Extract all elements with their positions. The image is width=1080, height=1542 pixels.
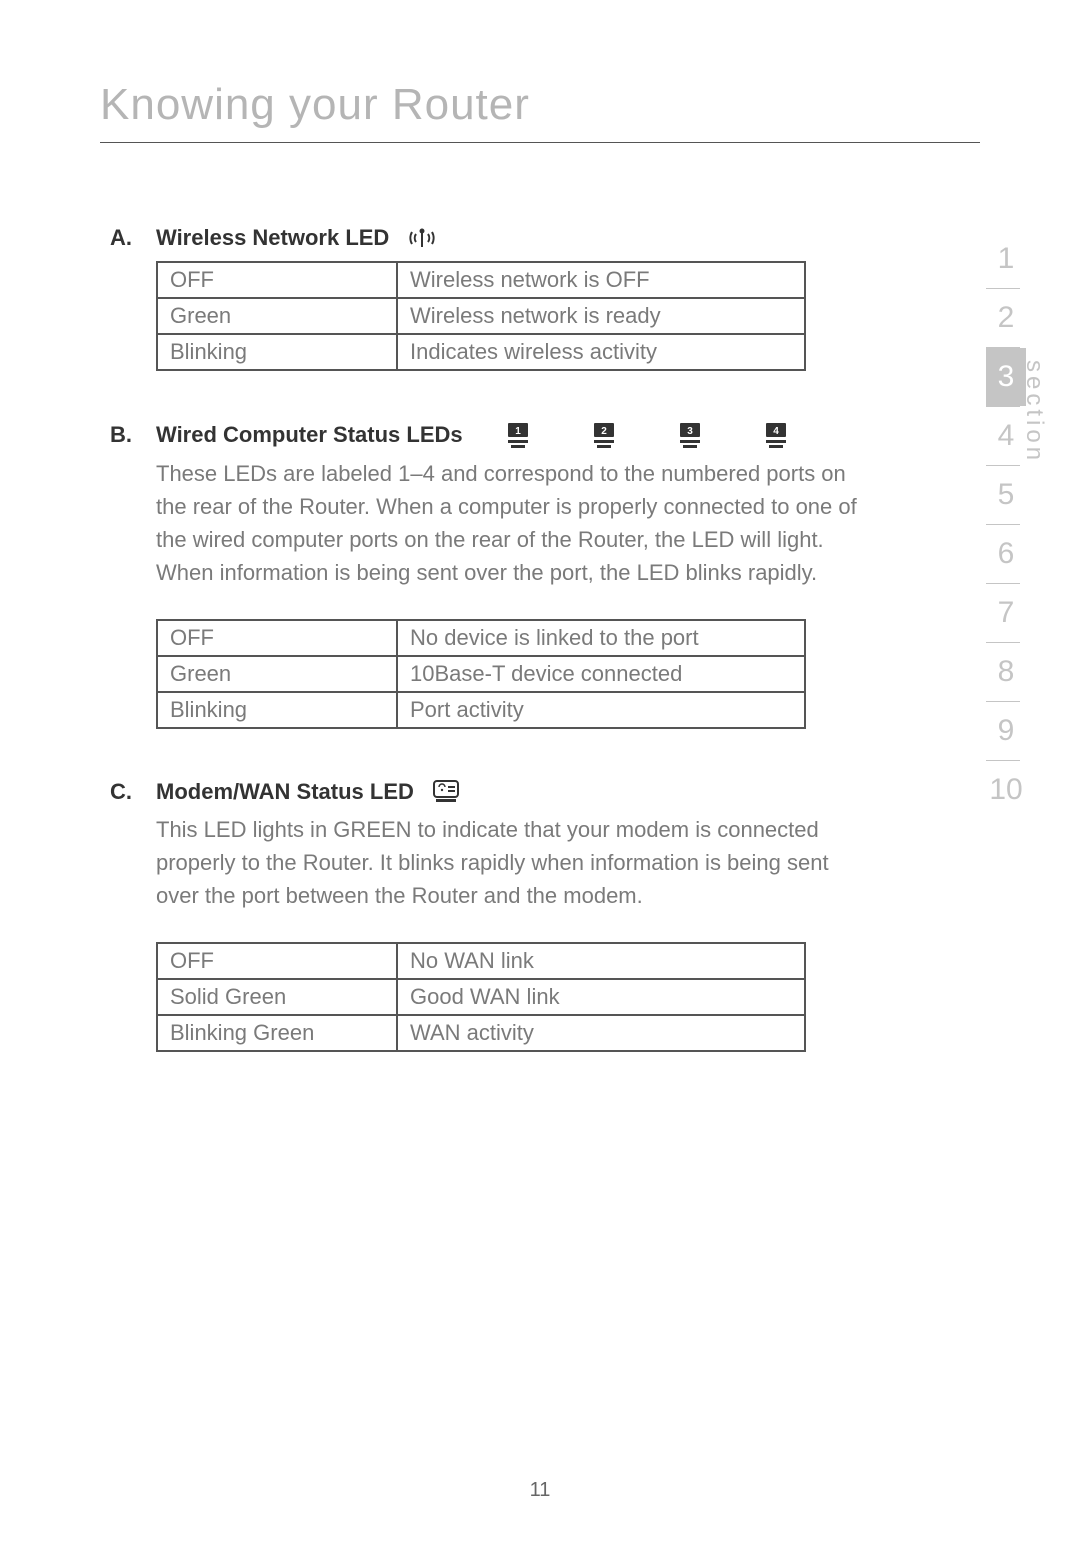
led-meaning: No device is linked to the port <box>397 620 805 656</box>
port-4-icon: 4 <box>763 421 789 449</box>
page-title: Knowing your Router <box>100 80 980 143</box>
section-b-title: Wired Computer Status LEDs <box>156 422 463 448</box>
port-3-icon: 3 <box>677 421 703 449</box>
section-a: A. Wireless Network LED <box>110 223 860 371</box>
section-nav-item-8[interactable]: 8 <box>986 643 1026 701</box>
section-nav-label: section <box>1020 360 1048 464</box>
led-meaning: No WAN link <box>397 943 805 979</box>
table-row: BlinkingPort activity <box>157 692 805 728</box>
svg-text:1: 1 <box>515 426 521 437</box>
led-state: Solid Green <box>157 979 397 1015</box>
port-2-icon: 2 <box>591 421 617 449</box>
section-nav-item-9[interactable]: 9 <box>986 702 1026 760</box>
led-meaning: Wireless network is ready <box>397 298 805 334</box>
section-c-letter: C. <box>110 779 138 805</box>
section-nav-item-7[interactable]: 7 <box>986 584 1026 642</box>
section-nav-item-5[interactable]: 5 <box>986 466 1026 524</box>
section-nav: section 12345678910 <box>980 230 1032 819</box>
table-row: Green10Base-T device connected <box>157 656 805 692</box>
section-a-table: OFFWireless network is OFFGreenWireless … <box>156 261 806 371</box>
led-state: OFF <box>157 620 397 656</box>
section-c: C. Modem/WAN Status LED This LED lights … <box>110 779 860 1052</box>
section-b-letter: B. <box>110 422 138 448</box>
port-icons: 1 2 3 4 <box>505 421 789 449</box>
section-c-table: OFFNo WAN linkSolid GreenGood WAN linkBl… <box>156 942 806 1052</box>
table-row: OFFNo WAN link <box>157 943 805 979</box>
svg-text:3: 3 <box>687 426 693 437</box>
led-state: Blinking <box>157 334 397 370</box>
led-state: OFF <box>157 262 397 298</box>
table-row: Solid GreenGood WAN link <box>157 979 805 1015</box>
section-b-desc: These LEDs are labeled 1–4 and correspon… <box>156 457 860 589</box>
section-a-letter: A. <box>110 225 138 251</box>
section-a-title: Wireless Network LED <box>156 225 389 251</box>
led-state: Blinking Green <box>157 1015 397 1051</box>
table-row: BlinkingIndicates wireless activity <box>157 334 805 370</box>
table-row: Blinking GreenWAN activity <box>157 1015 805 1051</box>
led-state: Blinking <box>157 692 397 728</box>
led-meaning: 10Base-T device connected <box>397 656 805 692</box>
table-row: OFFWireless network is OFF <box>157 262 805 298</box>
table-row: OFFNo device is linked to the port <box>157 620 805 656</box>
led-meaning: Good WAN link <box>397 979 805 1015</box>
led-meaning: Port activity <box>397 692 805 728</box>
led-meaning: Indicates wireless activity <box>397 334 805 370</box>
wireless-icon <box>407 223 437 253</box>
section-nav-item-10[interactable]: 10 <box>986 761 1026 819</box>
port-1-icon: 1 <box>505 421 531 449</box>
table-row: GreenWireless network is ready <box>157 298 805 334</box>
page-number: 11 <box>0 1479 1080 1502</box>
svg-text:2: 2 <box>601 426 607 437</box>
section-nav-item-1[interactable]: 1 <box>986 230 1026 288</box>
section-b-table: OFFNo device is linked to the portGreen1… <box>156 619 806 729</box>
led-meaning: Wireless network is OFF <box>397 262 805 298</box>
section-c-desc: This LED lights in GREEN to indicate tha… <box>156 813 860 912</box>
section-c-title: Modem/WAN Status LED <box>156 779 414 805</box>
led-state: Green <box>157 656 397 692</box>
modem-icon <box>432 779 460 805</box>
section-nav-item-6[interactable]: 6 <box>986 525 1026 583</box>
svg-text:4: 4 <box>773 426 779 437</box>
section-b: B. Wired Computer Status LEDs 1 2 3 4 These… <box>110 421 860 729</box>
led-meaning: WAN activity <box>397 1015 805 1051</box>
led-state: OFF <box>157 943 397 979</box>
led-state: Green <box>157 298 397 334</box>
section-nav-item-2[interactable]: 2 <box>986 289 1026 347</box>
